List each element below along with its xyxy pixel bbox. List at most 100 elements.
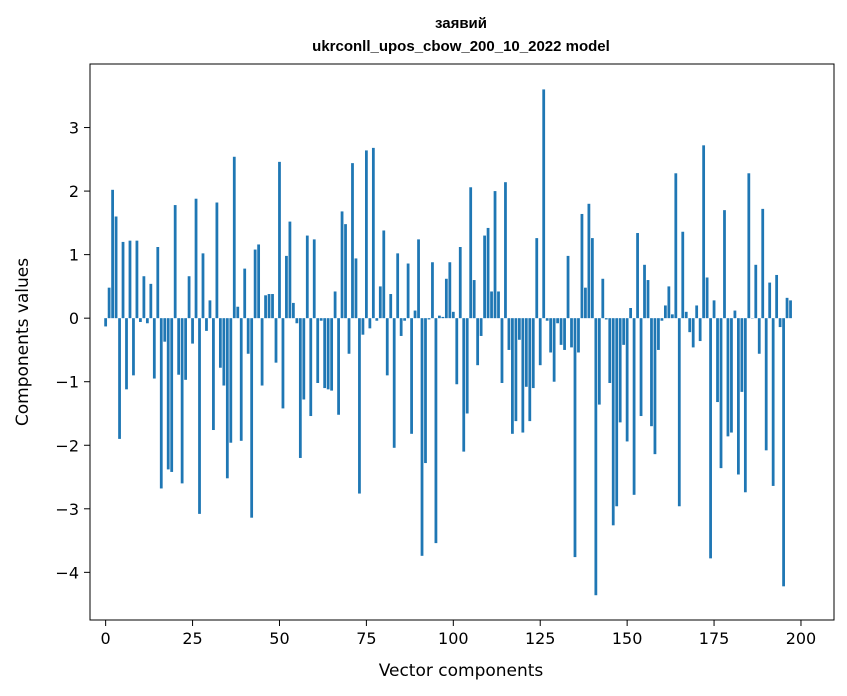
bar-167 <box>684 311 688 319</box>
bar-162 <box>667 286 671 319</box>
bar-150 <box>625 318 629 442</box>
bar-84 <box>396 253 400 319</box>
bar-3 <box>114 216 118 319</box>
bar-7 <box>128 240 132 319</box>
bar-37 <box>232 156 236 319</box>
y-axis-label: Components values <box>13 258 33 426</box>
bar-34 <box>222 318 226 386</box>
bar-96 <box>438 315 441 319</box>
bar-174 <box>709 318 712 559</box>
bar-53 <box>288 221 292 319</box>
bar-142 <box>597 318 601 405</box>
bar-70 <box>347 318 351 354</box>
bar-151 <box>629 308 633 319</box>
x-tick-label: 150 <box>612 629 643 648</box>
bar-26 <box>194 198 198 319</box>
bar-5 <box>121 241 125 319</box>
bar-168 <box>688 318 692 333</box>
bar-112 <box>493 191 497 319</box>
bar-161 <box>663 305 667 319</box>
bar-77 <box>371 147 375 319</box>
bar-127 <box>545 318 549 321</box>
bar-120 <box>521 318 525 433</box>
y-tick-label: −4 <box>55 563 79 582</box>
bar-1 <box>107 287 111 319</box>
bar-139 <box>587 203 591 319</box>
bar-47 <box>267 294 271 319</box>
bar-29 <box>205 318 208 331</box>
bar-39 <box>239 318 243 441</box>
bar-114 <box>500 318 504 383</box>
bar-31 <box>212 318 215 431</box>
bar-13 <box>149 283 153 319</box>
bar-190 <box>764 318 768 451</box>
bar-100 <box>451 311 455 319</box>
bar-21 <box>177 318 181 375</box>
bar-95 <box>434 318 438 544</box>
bar-98 <box>444 278 448 319</box>
x-tick-label: 75 <box>356 629 376 648</box>
x-tick-label: 125 <box>525 629 556 648</box>
bar-0 <box>104 318 108 327</box>
bar-159 <box>657 318 660 350</box>
bar-125 <box>538 318 542 366</box>
bar-64 <box>326 318 330 390</box>
x-tick-label: 50 <box>269 629 289 648</box>
bar-38 <box>236 306 240 319</box>
bar-147 <box>615 318 619 507</box>
bar-60 <box>312 239 316 319</box>
bar-128 <box>549 318 553 353</box>
bar-172 <box>702 145 706 319</box>
bar-94 <box>431 262 434 319</box>
bar-22 <box>180 318 184 484</box>
bar-12 <box>145 318 149 324</box>
y-tick-label: 3 <box>69 119 79 138</box>
bar-35 <box>225 318 229 479</box>
x-axis-label: Vector components <box>379 661 544 681</box>
bar-74 <box>361 318 365 335</box>
bar-121 <box>524 318 528 387</box>
bar-137 <box>580 213 584 319</box>
bar-111 <box>490 291 493 319</box>
bar-86 <box>403 318 407 321</box>
bar-55 <box>295 318 299 324</box>
x-tick-label: 100 <box>438 629 469 648</box>
bar-134 <box>570 318 573 348</box>
bar-76 <box>368 318 372 329</box>
bar-195 <box>782 318 785 587</box>
bar-17 <box>163 318 167 342</box>
bar-126 <box>542 89 546 319</box>
bar-73 <box>358 318 361 494</box>
bar-192 <box>771 318 775 486</box>
bar-9 <box>135 240 139 319</box>
bar-24 <box>187 276 191 319</box>
bar-46 <box>264 295 267 319</box>
bar-82 <box>389 294 393 319</box>
bar-101 <box>455 318 459 385</box>
bar-19 <box>170 318 174 472</box>
bar-133 <box>566 255 570 319</box>
x-tick-label: 175 <box>699 629 730 648</box>
x-tick-label: 25 <box>182 629 202 648</box>
bar-135 <box>573 318 577 558</box>
bar-106 <box>472 280 476 319</box>
bar-63 <box>323 318 327 389</box>
bar-109 <box>483 235 486 319</box>
bar-102 <box>458 247 462 319</box>
bar-146 <box>611 318 615 526</box>
bar-181 <box>733 310 737 319</box>
bar-43 <box>253 249 257 319</box>
bar-49 <box>274 318 278 363</box>
y-tick-label: 0 <box>69 309 79 328</box>
bar-140 <box>590 238 594 319</box>
bar-157 <box>650 318 653 427</box>
bar-2 <box>111 189 114 319</box>
bar-152 <box>632 318 636 495</box>
bar-130 <box>556 318 559 324</box>
bar-32 <box>215 202 219 319</box>
bar-117 <box>511 318 514 434</box>
bar-166 <box>681 231 685 319</box>
x-tick-label: 0 <box>101 629 111 648</box>
bar-30 <box>208 300 212 319</box>
bar-171 <box>698 318 702 342</box>
